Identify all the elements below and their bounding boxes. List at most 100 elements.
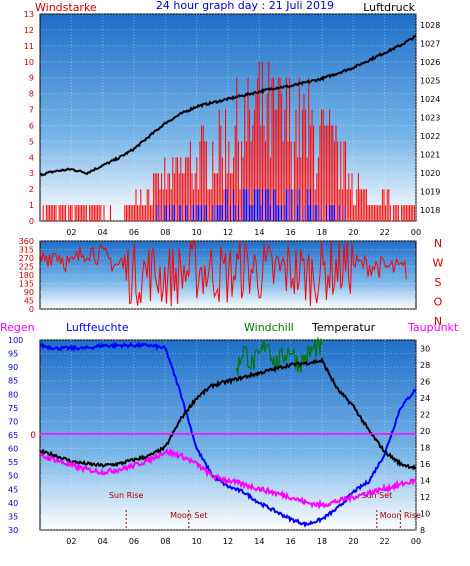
humidity-tick-label: 40 xyxy=(8,499,18,508)
legend-entry: Temperatur xyxy=(311,321,376,334)
wind-tick-label: 6 xyxy=(29,121,34,130)
x-tick-label: 12 xyxy=(223,537,233,546)
humidity-tick-label: 50 xyxy=(8,472,18,481)
temperature-tick-label: 24 xyxy=(420,394,430,403)
temperature-tick-label: 28 xyxy=(420,361,430,370)
humidity-tick-label: 90 xyxy=(8,363,18,372)
taupunkt-series xyxy=(39,447,417,510)
wind-tick-label: 11 xyxy=(24,42,34,51)
x-tick-label: 12 xyxy=(223,228,233,237)
temperature-axis-ticks: 8 10 12 14 16 18 20 22 24 26 28 30 xyxy=(420,344,430,535)
direction-tick-label: 180 xyxy=(19,271,34,280)
regen-value-label: 0 xyxy=(30,431,36,441)
direction-tick-label: 0 xyxy=(29,305,34,314)
x-tick-label: 04 xyxy=(98,537,108,546)
astro-marker-label: Sun Rise xyxy=(109,491,144,500)
wind-x-axis-ticks: 02 04 06 08 10 12 14 16 18 20 22 00 xyxy=(66,228,421,237)
temperature-tick-label: 26 xyxy=(420,377,430,386)
humidity-tick-label: 55 xyxy=(8,458,18,467)
wind-tick-label: 2 xyxy=(29,185,34,194)
climate-series xyxy=(39,336,417,529)
direction-series xyxy=(39,239,407,307)
humidity-tick-label: 35 xyxy=(8,512,18,521)
wind-tick-label: 13 xyxy=(24,10,34,19)
x-tick-label: 20 xyxy=(348,228,358,237)
direction-tick-label: 315 xyxy=(19,246,34,255)
temperature-tick-label: 18 xyxy=(420,443,430,452)
x-tick-label: 06 xyxy=(129,228,139,237)
wind-tick-label: 3 xyxy=(29,169,34,178)
direction-tick-label: 90 xyxy=(24,288,34,297)
x-tick-label: 18 xyxy=(317,228,327,237)
direction-tick-label: 135 xyxy=(19,280,34,289)
direction-tick-label: 270 xyxy=(19,254,34,263)
x-tick-label: 00 xyxy=(411,228,421,237)
wind-tick-label: 8 xyxy=(29,90,34,99)
temperature-tick-label: 22 xyxy=(420,410,430,419)
compass-label: N xyxy=(434,237,442,250)
direction-tick-label: 45 xyxy=(24,297,34,306)
humidity-tick-label: 45 xyxy=(8,485,18,494)
x-tick-label: 10 xyxy=(192,228,202,237)
pressure-tick-label: 1023 xyxy=(420,114,440,123)
compass-label: N xyxy=(434,315,442,328)
temperature-tick-label: 30 xyxy=(420,344,430,353)
wind-tick-label: 5 xyxy=(29,137,34,146)
direction-tick-label: 225 xyxy=(19,263,34,272)
pressure-tick-label: 1019 xyxy=(420,187,440,196)
wind-tick-label: 4 xyxy=(29,153,34,162)
climate-x-axis-ticks: 02 04 06 08 10 12 14 16 18 20 22 00 xyxy=(66,537,421,546)
luftdruck-series xyxy=(39,34,417,177)
windrichtung-series xyxy=(39,239,407,307)
x-tick-label: 22 xyxy=(380,537,390,546)
wind-tick-label: 1 xyxy=(29,201,34,210)
humidity-tick-label: 75 xyxy=(8,404,18,413)
x-tick-label: 02 xyxy=(66,228,76,237)
compass-label: O xyxy=(434,296,443,309)
legend-entry: Luftfeuchte xyxy=(66,321,129,334)
pressure-tick-label: 1025 xyxy=(420,77,440,86)
wind-plot-area xyxy=(39,13,417,222)
x-tick-label: 04 xyxy=(98,228,108,237)
wind-tick-label: 7 xyxy=(29,106,34,115)
x-tick-label: 16 xyxy=(286,537,296,546)
pressure-tick-label: 1020 xyxy=(420,169,440,178)
legend-entry: Regen xyxy=(0,321,35,334)
pressure-axis-title: Luftdruck xyxy=(363,1,415,14)
wind-series xyxy=(39,34,417,221)
luftfeuchte-series xyxy=(39,341,417,529)
pressure-tick-label: 1018 xyxy=(420,206,440,215)
chart-title: 24 hour graph day : 21 Juli 2019 xyxy=(156,0,334,12)
humidity-tick-label: 30 xyxy=(8,526,18,535)
wind-tick-label: 12 xyxy=(24,26,34,35)
humidity-axis-ticks: 30 35 40 45 50 55 60 65 70 75 80 85 90 95 100 xyxy=(8,336,23,535)
windstarke-series xyxy=(42,61,415,221)
temperatur-series xyxy=(39,357,417,471)
wind-tick-label: 0 xyxy=(29,217,34,226)
windstarke-min-series xyxy=(156,189,345,221)
pressure-axis-ticks: 1018 1019 1020 1021 1022 1023 1024 1025 1026 1027… xyxy=(420,21,440,215)
x-tick-label: 14 xyxy=(254,537,264,546)
astro-marker-label: Moon Rise xyxy=(380,511,421,520)
direction-tick-label: 360 xyxy=(19,237,34,246)
pressure-tick-label: 1028 xyxy=(420,21,440,30)
x-tick-label: 06 xyxy=(129,537,139,546)
humidity-tick-label: 95 xyxy=(8,350,18,359)
humidity-tick-label: 60 xyxy=(8,445,18,454)
temperature-tick-label: 14 xyxy=(420,476,430,485)
humidity-tick-label: 70 xyxy=(8,417,18,426)
astro-marker-label: Sun Set xyxy=(361,491,392,500)
x-tick-label: 22 xyxy=(380,228,390,237)
temperature-tick-label: 12 xyxy=(420,493,430,502)
x-tick-label: 16 xyxy=(286,228,296,237)
astro-marker-label: Moon Set xyxy=(170,511,207,520)
x-tick-label: 14 xyxy=(254,228,264,237)
humidity-tick-label: 80 xyxy=(8,390,18,399)
wind-tick-label: 10 xyxy=(24,58,34,67)
x-tick-label: 20 xyxy=(348,537,358,546)
x-tick-label: 02 xyxy=(66,537,76,546)
temperature-tick-label: 16 xyxy=(420,460,430,469)
